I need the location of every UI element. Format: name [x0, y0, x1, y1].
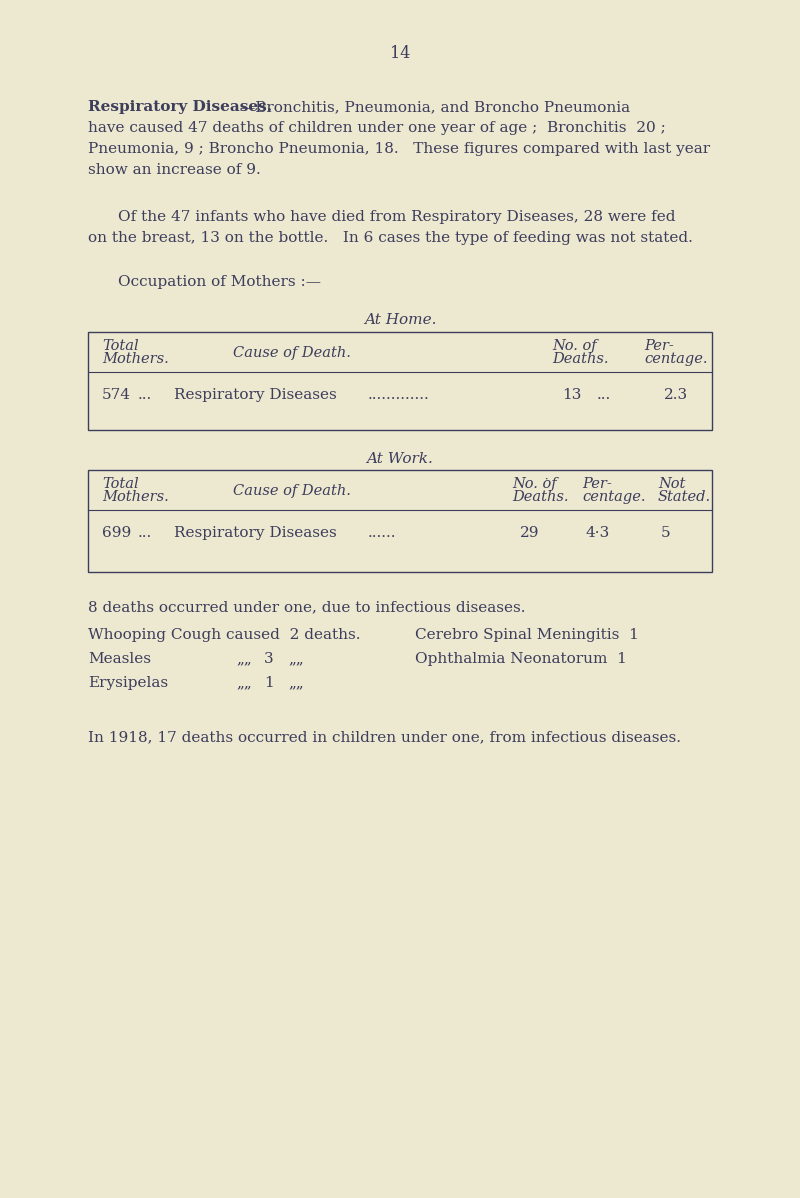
Text: „„: „„ — [236, 652, 252, 666]
Text: 2.3: 2.3 — [664, 388, 688, 403]
Text: Total: Total — [102, 339, 138, 353]
Text: Pneumonia, 9 ; Broncho Pneumonia, 18.   These figures compared with last year: Pneumonia, 9 ; Broncho Pneumonia, 18. Th… — [88, 143, 710, 156]
Text: ...: ... — [597, 388, 611, 403]
Text: At Home.: At Home. — [364, 313, 436, 327]
Text: In 1918, 17 deaths occurred in children under one, from infectious diseases.: In 1918, 17 deaths occurred in children … — [88, 730, 681, 744]
Text: 29: 29 — [520, 526, 539, 540]
Text: Ophthalmia Neonatorum  1: Ophthalmia Neonatorum 1 — [415, 652, 627, 666]
Text: Cerebro Spinal Meningitis  1: Cerebro Spinal Meningitis 1 — [415, 628, 639, 642]
Text: Of the 47 infants who have died from Respiratory Diseases, 28 were fed: Of the 47 infants who have died from Res… — [118, 210, 675, 224]
Text: Respiratory Diseases: Respiratory Diseases — [174, 388, 337, 403]
Bar — [88, 470, 712, 571]
Text: 699: 699 — [102, 526, 131, 540]
Text: ·: · — [545, 474, 549, 485]
Text: ...: ... — [138, 388, 152, 403]
Text: centage.: centage. — [582, 490, 646, 504]
Text: „„: „„ — [288, 652, 304, 666]
Text: 5: 5 — [661, 526, 670, 540]
Text: Cause of Death.: Cause of Death. — [233, 346, 351, 361]
Text: Total: Total — [102, 477, 138, 491]
Bar — [88, 332, 712, 430]
Text: have caused 47 deaths of children under one year of age ;  Bronchitis  20 ;: have caused 47 deaths of children under … — [88, 121, 666, 135]
Text: Cause of Death.: Cause of Death. — [233, 484, 351, 498]
Text: 574: 574 — [102, 388, 131, 403]
Text: Respiratory Diseases: Respiratory Diseases — [174, 526, 337, 540]
Text: show an increase of 9.: show an increase of 9. — [88, 163, 261, 177]
Text: Erysipelas: Erysipelas — [88, 676, 168, 690]
Text: Whooping Cough caused  2 deaths.: Whooping Cough caused 2 deaths. — [88, 628, 361, 642]
Text: 3: 3 — [264, 652, 274, 666]
Text: 1: 1 — [264, 676, 274, 690]
Text: .............: ............. — [368, 388, 430, 403]
Text: Stated.: Stated. — [658, 490, 711, 504]
Text: Occupation of Mothers :—: Occupation of Mothers :— — [118, 276, 321, 289]
Text: Mothers.: Mothers. — [102, 352, 169, 367]
Text: At Work.: At Work. — [366, 452, 434, 466]
Text: Mothers.: Mothers. — [102, 490, 169, 504]
Text: „„: „„ — [288, 676, 304, 690]
Text: centage.: centage. — [644, 352, 707, 367]
Text: 8 deaths occurred under one, due to infectious diseases.: 8 deaths occurred under one, due to infe… — [88, 600, 526, 615]
Text: Deaths.: Deaths. — [512, 490, 569, 504]
Text: on the breast, 13 on the bottle.   In 6 cases the type of feeding was not stated: on the breast, 13 on the bottle. In 6 ca… — [88, 231, 693, 246]
Text: No. of: No. of — [512, 477, 557, 491]
Text: 14: 14 — [390, 46, 410, 62]
Text: 4·3: 4·3 — [586, 526, 610, 540]
Text: ......: ...... — [368, 526, 397, 540]
Text: Respiratory Diseases.: Respiratory Diseases. — [88, 99, 272, 114]
Text: „„: „„ — [236, 676, 252, 690]
Text: 13: 13 — [562, 388, 582, 403]
Text: Not: Not — [658, 477, 686, 491]
Text: —Bronchitis, Pneumonia, and Broncho Pneumonia: —Bronchitis, Pneumonia, and Broncho Pneu… — [240, 99, 630, 114]
Text: Measles: Measles — [88, 652, 151, 666]
Text: Deaths.: Deaths. — [552, 352, 609, 367]
Text: No. of: No. of — [552, 339, 597, 353]
Text: Per-: Per- — [582, 477, 612, 491]
Text: Per-: Per- — [644, 339, 674, 353]
Text: ...: ... — [138, 526, 152, 540]
